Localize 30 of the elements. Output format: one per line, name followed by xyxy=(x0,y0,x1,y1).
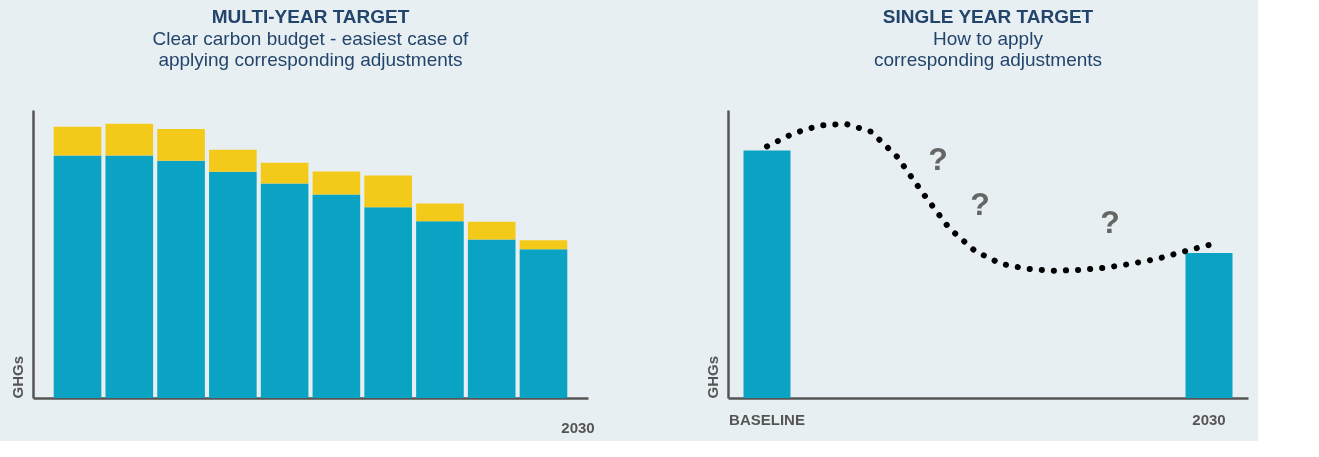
bar xyxy=(312,194,361,398)
bar xyxy=(519,240,568,250)
chart-subtitle: Clear carbon budget - easiest case of applying corresponding adjustments xyxy=(152,28,470,70)
bar xyxy=(53,126,102,156)
bar xyxy=(209,149,257,172)
chart-title: MULTI-YEAR TARGET xyxy=(211,6,410,27)
y-axis-title: GHGs xyxy=(703,355,721,399)
x-tick-label: BASELINE xyxy=(729,410,805,428)
bar xyxy=(467,239,516,398)
bar xyxy=(416,221,464,398)
bar xyxy=(364,207,412,398)
chart-subtitle: How to apply corresponding adjustments xyxy=(873,28,1103,70)
bar xyxy=(157,128,205,161)
bar xyxy=(467,221,516,240)
annotation: ? xyxy=(970,186,990,222)
annotation: ? xyxy=(928,141,948,177)
y-axis-title: GHGs xyxy=(8,355,26,399)
bar xyxy=(209,171,257,398)
bar xyxy=(260,183,309,398)
annotation: ? xyxy=(1100,204,1120,240)
bar xyxy=(157,160,205,398)
chart-title: SINGLE YEAR TARGET xyxy=(882,6,1094,27)
bar xyxy=(364,175,412,208)
bar xyxy=(416,203,464,222)
bar xyxy=(312,171,361,195)
bar xyxy=(260,162,309,184)
bar xyxy=(519,249,568,398)
bar xyxy=(53,155,102,398)
bar xyxy=(105,123,154,156)
bar xyxy=(105,155,154,398)
